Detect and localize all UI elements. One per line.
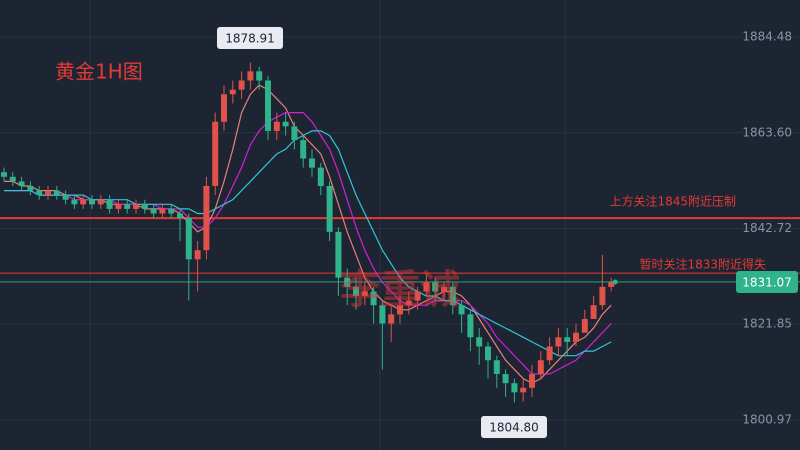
candle-body: [71, 199, 78, 205]
candle-body: [370, 291, 377, 306]
candle-body: [9, 176, 16, 182]
candle-body: [45, 190, 51, 196]
candle-body: [291, 126, 298, 141]
candle-body: [449, 286, 456, 306]
candle-body: [18, 181, 25, 186]
level-label: 上方关注1845附近压制: [609, 194, 736, 209]
candle-body: [124, 204, 131, 209]
candle-body: [546, 346, 553, 361]
candle-body: [397, 305, 403, 315]
y-tick-label: 1821.85: [742, 317, 792, 331]
candle-body: [511, 383, 518, 393]
candle-body: [379, 305, 386, 324]
candle-body: [150, 208, 157, 214]
candle-body: [608, 281, 615, 287]
last-price-dot: [612, 279, 618, 285]
candle-body: [485, 346, 491, 361]
price-label: 1831.07: [742, 275, 792, 289]
ma-line: [4, 84, 612, 384]
candle-body: [555, 337, 562, 347]
candle-body: [423, 282, 430, 292]
candle-body: [493, 360, 500, 375]
candle-body: [80, 199, 87, 205]
candle-body: [168, 208, 175, 214]
price-label: 1804.80: [489, 421, 539, 435]
plot: 1884.48 1863.60 1842.72 1821.85 1800.97 上方关注1…: [0, 27, 800, 438]
candle-body: [537, 360, 544, 375]
watermark: 李重诚: [340, 267, 460, 313]
candle-body: [520, 387, 527, 393]
price-label-box: [217, 27, 283, 49]
candle-body: [432, 282, 439, 292]
candle-body: [238, 80, 245, 90]
ma-line: [4, 130, 612, 357]
candle-body: [1, 172, 7, 177]
candle-body: [177, 213, 183, 219]
chart-title: 黄金1H图: [55, 60, 143, 84]
candle-body: [229, 89, 236, 95]
price-label: 1878.91: [225, 32, 275, 46]
candle-body: [194, 250, 201, 260]
candle-body: [353, 286, 359, 297]
candle-body: [573, 332, 579, 342]
candle-body: [581, 318, 588, 333]
price-label-box: [736, 270, 798, 293]
candle-body: [529, 374, 535, 388]
candle-body: [326, 185, 333, 232]
candle-body: [335, 231, 342, 278]
y-tick-label: 1800.97: [742, 413, 792, 427]
candle-body: [388, 314, 395, 324]
candle-body: [27, 185, 34, 191]
candle-body: [203, 185, 210, 251]
candle-body: [185, 218, 192, 260]
candle-body: [97, 199, 104, 205]
candle-body: [317, 167, 324, 186]
candle-body: [256, 71, 263, 81]
candle-body: [221, 94, 227, 122]
candle-body: [36, 190, 43, 196]
candle-body: [265, 80, 271, 131]
candle-body: [141, 204, 148, 209]
candle-body: [300, 140, 307, 159]
candle-body: [89, 199, 95, 205]
candle-body: [361, 291, 368, 297]
candle-body: [441, 286, 447, 292]
candle-body: [106, 199, 113, 209]
candle-body: [599, 286, 606, 306]
candle-body: [159, 208, 166, 214]
candle-body: [414, 291, 421, 301]
candle-body: [247, 71, 254, 81]
y-tick-label: 1863.60: [742, 125, 792, 139]
level-label: 暂时关注1833附近得失: [639, 257, 766, 272]
candle-body: [53, 190, 60, 196]
candle-body: [309, 158, 315, 168]
candle-body: [476, 337, 483, 347]
candle-body: [405, 300, 412, 306]
candle-body: [115, 204, 122, 209]
candle-body: [502, 374, 509, 384]
candle-body: [62, 195, 69, 200]
price-label-box: [481, 416, 547, 438]
candle-body: [273, 121, 280, 131]
candle-body: [467, 314, 474, 338]
candle-body: [590, 305, 597, 319]
candle-body: [212, 121, 219, 186]
y-tick-label: 1842.72: [742, 221, 792, 235]
candle-body: [133, 204, 139, 209]
candle-body: [458, 305, 465, 315]
candle-body: [282, 121, 289, 127]
candle-body: [564, 337, 571, 342]
y-tick-label: 1884.48: [742, 30, 792, 44]
